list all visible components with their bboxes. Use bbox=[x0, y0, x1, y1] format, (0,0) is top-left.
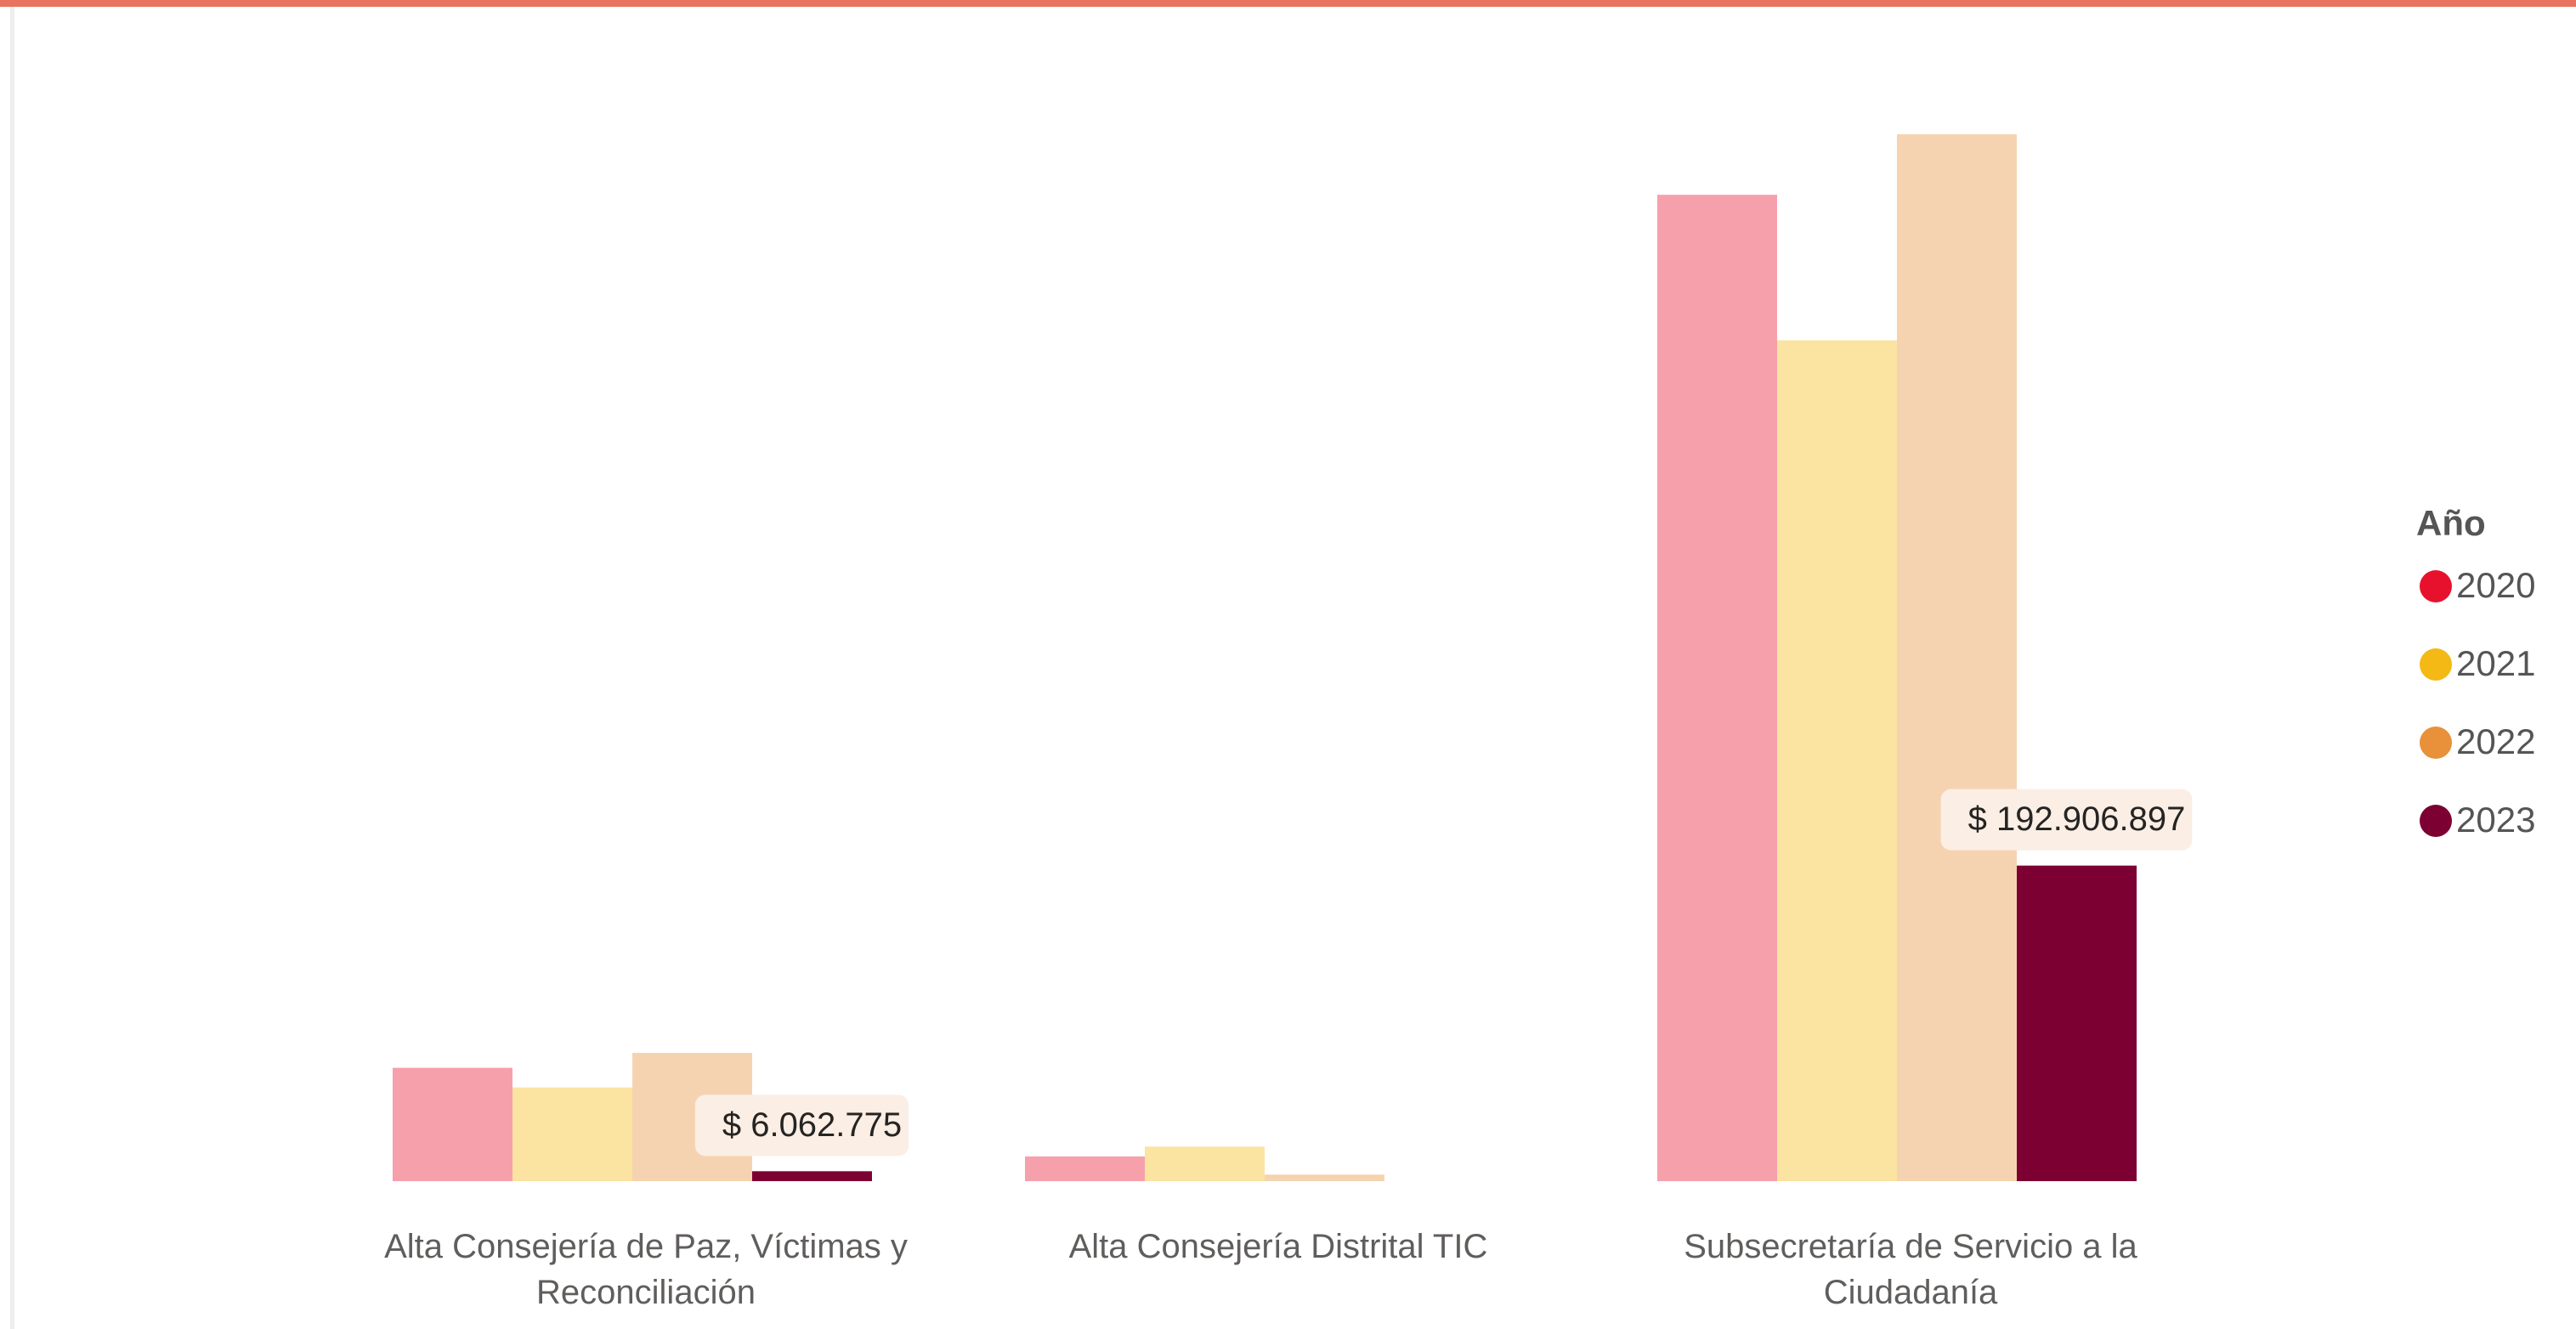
bar bbox=[1897, 134, 2017, 1181]
data-label-bg bbox=[694, 1094, 909, 1157]
x-tick-label: Subsecretaría de Servicio a la Ciudadaní… bbox=[1684, 1228, 2137, 1311]
bar bbox=[512, 1087, 632, 1181]
bar bbox=[1025, 1156, 1145, 1181]
bar bbox=[752, 1171, 872, 1181]
bar bbox=[1265, 1174, 1384, 1181]
legend-marker bbox=[2420, 727, 2452, 759]
x-tick-label: Alta Consejería Distrital TIC bbox=[1068, 1228, 1488, 1265]
legend-label: 2022 bbox=[2456, 721, 2535, 761]
top-border bbox=[0, 0, 2576, 7]
legend-label: 2020 bbox=[2456, 565, 2535, 605]
bar bbox=[393, 1067, 512, 1181]
bar bbox=[2017, 865, 2137, 1181]
legend-marker bbox=[2420, 805, 2452, 837]
x-tick-label: Alta Consejería de Paz, Víctimas y Recon… bbox=[384, 1228, 908, 1311]
legend-label: 2021 bbox=[2456, 643, 2535, 683]
legend-title: Año bbox=[2416, 503, 2486, 543]
data-label: $ 6.062.775 bbox=[722, 1106, 902, 1144]
legend-label: 2023 bbox=[2456, 800, 2535, 840]
data-label: $ 192.906.897 bbox=[1968, 800, 2186, 838]
bar bbox=[1657, 195, 1777, 1182]
bar bbox=[1145, 1146, 1265, 1181]
data-label-bg bbox=[1940, 789, 2193, 851]
left-border bbox=[10, 7, 14, 1329]
bar bbox=[1777, 340, 1897, 1181]
legend-marker bbox=[2420, 648, 2452, 681]
legend-marker bbox=[2420, 570, 2452, 602]
